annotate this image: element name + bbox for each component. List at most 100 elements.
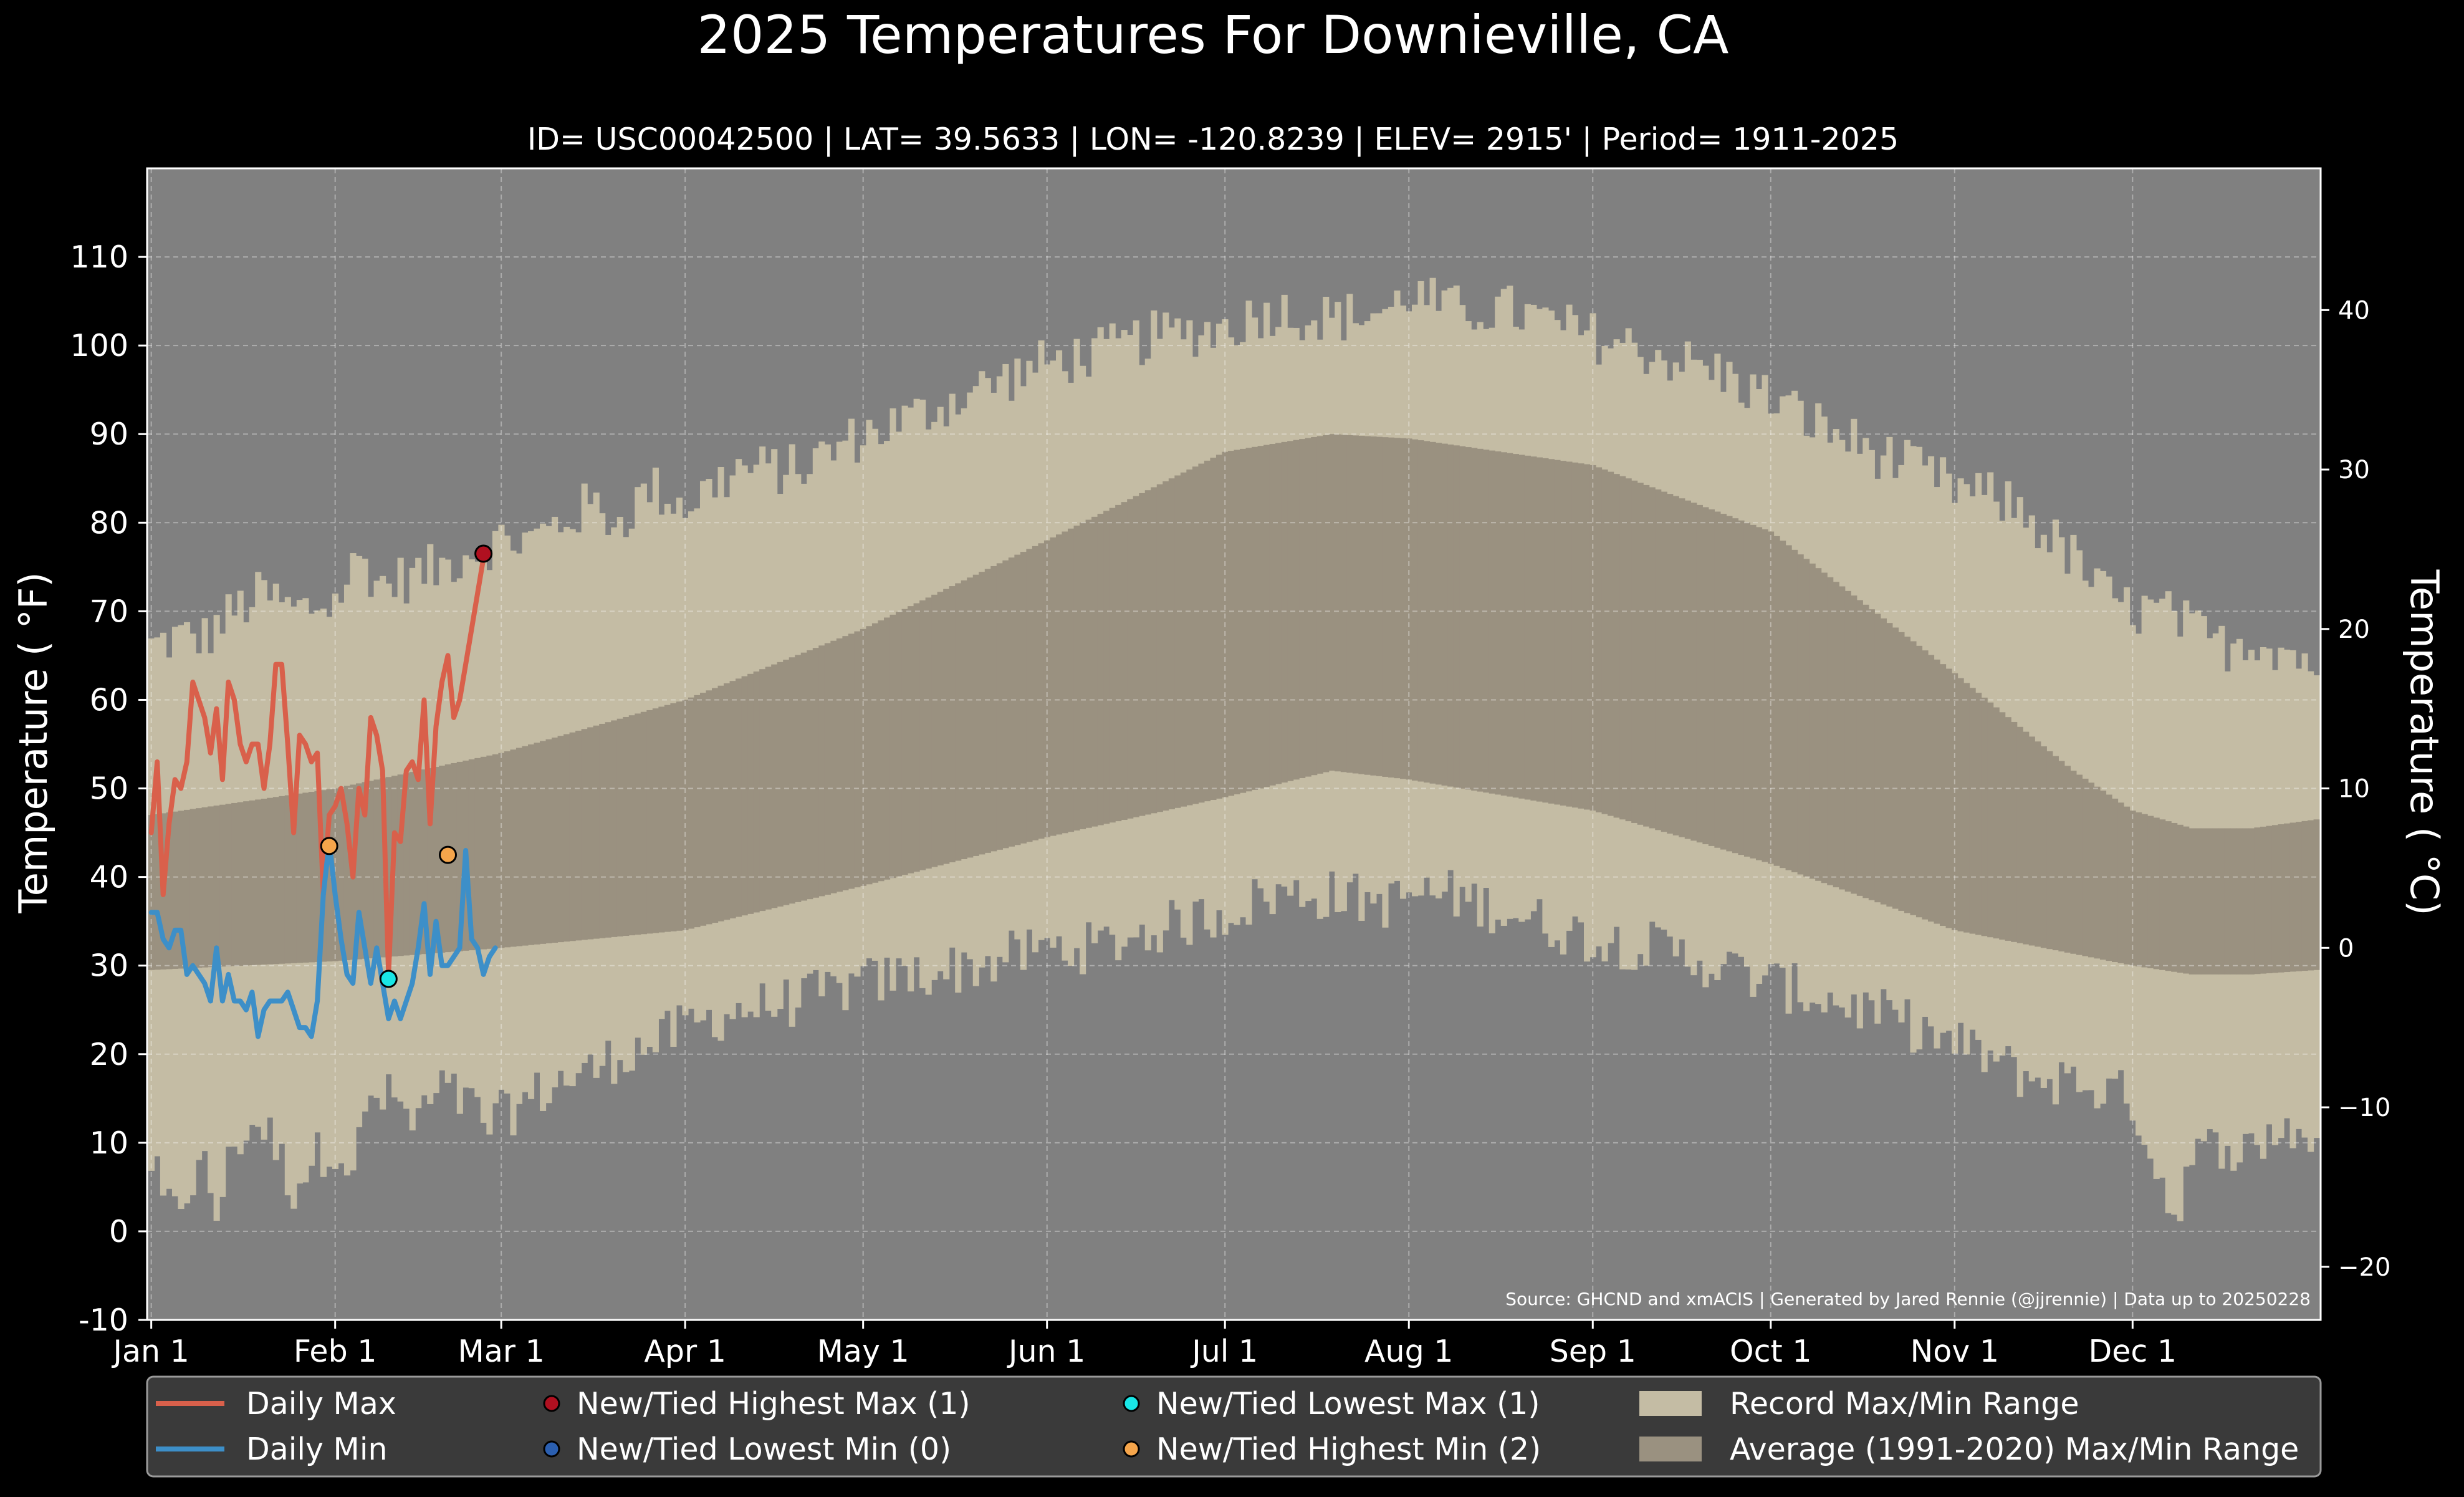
average-range-bar: [1904, 637, 1911, 913]
average-range-bar: [706, 690, 712, 925]
average-range-bar: [1945, 668, 1952, 928]
average-range-bar: [2147, 816, 2154, 968]
average-range-bar: [403, 773, 410, 956]
legend-label: Daily Min: [246, 1432, 388, 1467]
average-range-bar: [1915, 645, 1923, 918]
average-range-bar: [1738, 520, 1745, 855]
average-range-bar: [1554, 460, 1561, 805]
average-range-bar: [1328, 434, 1335, 771]
average-range-bar: [154, 814, 161, 970]
average-range-bar: [1346, 435, 1353, 773]
new-tied-highest-minmarker: [439, 845, 458, 864]
average-range-bar: [385, 777, 392, 957]
average-range-bar: [676, 701, 683, 931]
average-range-bar: [729, 681, 736, 918]
average-range-bar: [919, 600, 926, 870]
new-tied-lowest-maxmarker: [379, 970, 398, 988]
x-tick-label: May 1: [817, 1334, 909, 1369]
average-range-bar: [1524, 455, 1531, 800]
average-range-bar: [717, 685, 724, 922]
average-range-bar: [1803, 559, 1810, 877]
average-range-bar: [2260, 826, 2267, 974]
average-range-bar: [2242, 828, 2249, 975]
average-range-bar: [1180, 472, 1187, 807]
average-range-bar: [1596, 467, 1603, 812]
average-range-bar: [1091, 516, 1098, 827]
y-tick-label: 20: [90, 1037, 128, 1072]
average-range-bar: [427, 768, 434, 954]
average-range-bar: [753, 671, 760, 913]
average-range-bar: [1447, 444, 1454, 787]
average-range-bar: [996, 563, 1003, 850]
average-range-bar: [368, 781, 375, 959]
legend-dot-swatch: [543, 1395, 560, 1412]
legend-label: New/Tied Highest Min (2): [1156, 1432, 1541, 1467]
average-range-bar: [1732, 518, 1739, 854]
average-range-bar: [871, 623, 879, 883]
average-range-bar: [1530, 456, 1537, 801]
average-range-bar: [243, 801, 250, 966]
average-range-bar: [694, 695, 701, 928]
average-range-bar: [1797, 554, 1804, 875]
y-tick-label: 110: [70, 239, 128, 275]
average-range-bar: [1109, 508, 1116, 823]
y-axis-right: −20 −10 0 10 20 30 40: [2321, 296, 2390, 1282]
average-range-bar: [747, 673, 754, 914]
average-range-bar: [1981, 697, 1988, 936]
average-range-bar: [2124, 806, 2131, 965]
average-range-bar: [628, 715, 635, 936]
average-range-bar: [2046, 751, 2053, 950]
average-range-bar: [1720, 514, 1727, 850]
average-range-bar: [1394, 438, 1401, 779]
average-range-bar: [795, 655, 802, 902]
average-range-bar: [1690, 503, 1697, 841]
average-range-bar: [1240, 448, 1247, 793]
average-range-bar: [961, 580, 967, 859]
average-range-bar: [557, 736, 564, 943]
average-range-bar: [889, 614, 896, 878]
average-range-bar: [2082, 778, 2089, 956]
average-range-bar: [1139, 493, 1146, 816]
legend-item: Average (1991-2020) Max/Min Range: [1639, 1432, 2299, 1467]
average-range-bar: [1910, 641, 1917, 915]
average-range-bar: [1055, 534, 1063, 835]
average-range-bar: [1512, 454, 1519, 798]
average-range-bar: [515, 748, 523, 946]
average-range-bar: [1073, 526, 1080, 831]
average-range-bar: [213, 806, 220, 967]
x-tick-label: Aug 1: [1364, 1334, 1453, 1369]
average-range-bar: [1293, 440, 1300, 780]
legend-label: New/Tied Highest Max (1): [577, 1386, 971, 1422]
average-range-bar: [896, 612, 903, 877]
average-range-bar: [1441, 443, 1448, 786]
average-range-bar: [1252, 446, 1258, 790]
average-range-bar: [1305, 438, 1311, 777]
average-range-bar: [972, 574, 979, 856]
y-right-tick-label: 30: [2338, 456, 2370, 484]
legend-dot-swatch: [1123, 1395, 1140, 1412]
average-range-bar: [2141, 814, 2148, 968]
average-range-bar: [652, 708, 659, 933]
average-range-bar: [736, 678, 742, 917]
average-range-bar: [1436, 443, 1442, 785]
average-range-bar: [1032, 546, 1039, 840]
x-tick-label: Jun 1: [1007, 1334, 1085, 1369]
average-range-bar: [664, 705, 671, 932]
average-range-bar: [1755, 527, 1763, 860]
average-range-bar: [356, 783, 363, 960]
x-tick-label: Jul 1: [1190, 1334, 1258, 1369]
average-range-bar: [2070, 771, 2077, 954]
average-range-bar: [1287, 441, 1294, 781]
x-tick-label: Nov 1: [1910, 1334, 1999, 1369]
average-range-bar: [1103, 511, 1110, 824]
average-range-bar: [1465, 447, 1472, 790]
average-range-bar: [2153, 817, 2160, 970]
average-range-bar: [1963, 683, 1970, 933]
y-right-tick-label: −10: [2338, 1094, 2390, 1122]
y-axis-label-left: Temperature ( °F): [11, 572, 56, 913]
average-range-bar: [575, 730, 582, 941]
average-range-bar: [2028, 736, 2035, 946]
average-range-bar: [824, 643, 831, 895]
y-right-tick-label: 20: [2338, 615, 2370, 644]
